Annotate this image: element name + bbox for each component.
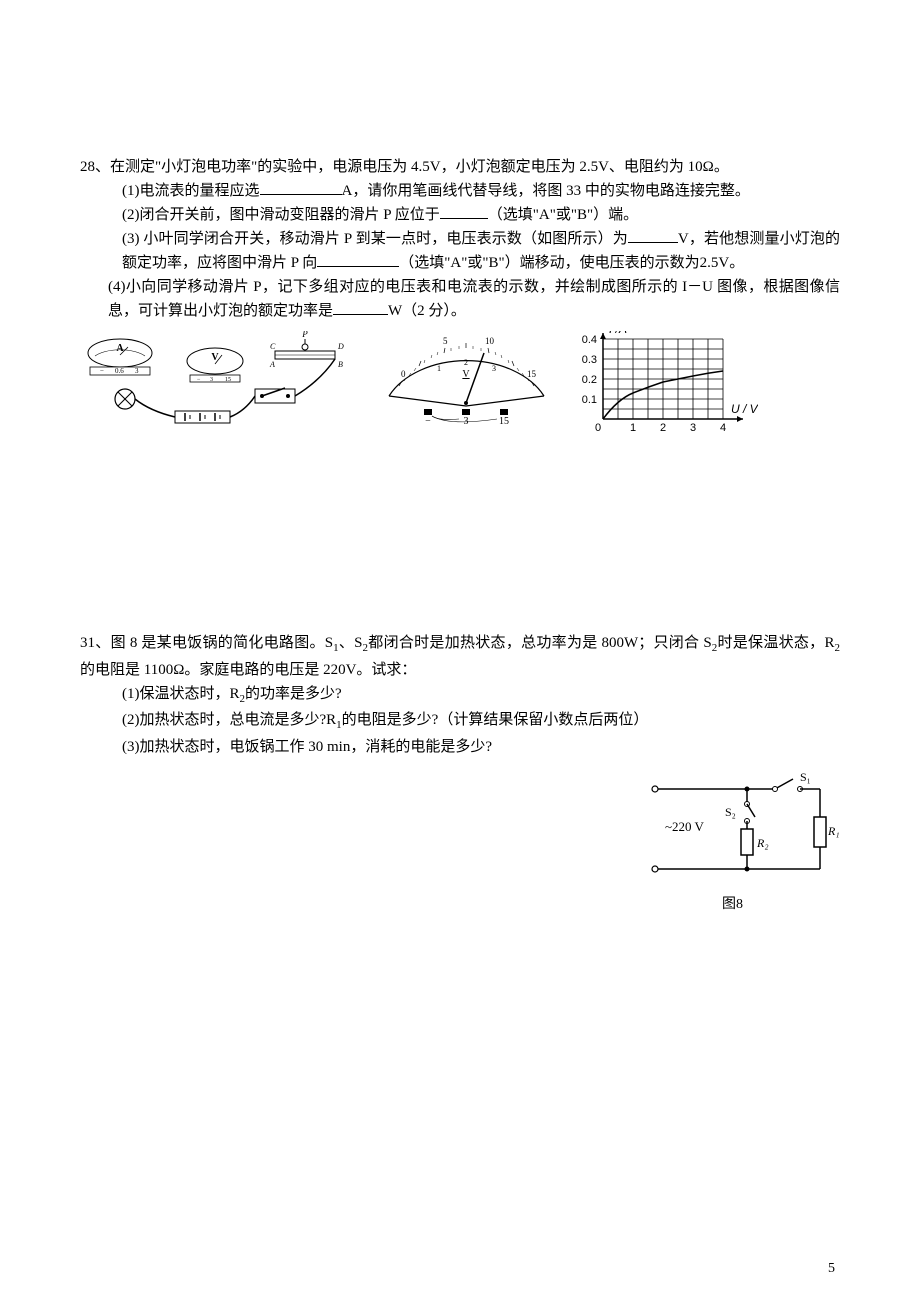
q28-part3: (3) 小叶同学闭合开关，移动滑片 P 到某一点时，电压表示数（如图所示）为V，…: [122, 227, 840, 275]
svg-text:S₂: S₂: [725, 805, 736, 819]
svg-text:S₁: S₁: [800, 770, 811, 784]
blank-ammeter-range[interactable]: [260, 180, 342, 195]
blank-voltage-reading[interactable]: [628, 228, 678, 243]
svg-text:4: 4: [720, 422, 726, 434]
svg-text:P: P: [301, 331, 308, 339]
q28-intro-text: 在测定"小灯泡电功率"的实验中，电源电压为 4.5V，小灯泡额定电压为 2.5V…: [110, 159, 729, 175]
q31-intro: 31、图 8 是某电饭锅的简化电路图。S1、S2都闭合时是加热状态，总功率为是 …: [80, 631, 840, 682]
svg-text:A: A: [269, 360, 275, 369]
blank-slider-end[interactable]: [440, 204, 488, 219]
svg-text:U / V: U / V: [731, 402, 758, 416]
svg-text:3: 3: [492, 364, 496, 373]
q28-part4: (4)小向同学移动滑片 P，记下多组对应的电压表和电流表的示数，并绘制成图所示的…: [108, 275, 840, 323]
svg-text:15: 15: [225, 377, 231, 383]
question-31: 31、图 8 是某电饭锅的简化电路图。S1、S2都闭合时是加热状态，总功率为是 …: [80, 631, 840, 913]
q28-part1: (1)电流表的量程应选 A，请你用笔画线代替导线，将图 33 中的实物电路连接完整…: [122, 179, 840, 203]
blank-rated-power[interactable]: [333, 300, 388, 315]
circuit-diagram: A − 0.6 3 V − 3 15 P C: [80, 331, 365, 426]
svg-text:1: 1: [630, 422, 636, 434]
svg-text:0: 0: [595, 422, 601, 434]
svg-text:C: C: [270, 342, 276, 351]
svg-text:15: 15: [527, 369, 537, 379]
svg-text:10: 10: [485, 336, 495, 346]
svg-text:V: V: [462, 369, 470, 380]
q28-part2: (2)闭合开关前，图中滑动变阻器的滑片 P 应位于 （选填"A"或"B"）端。: [122, 203, 840, 227]
q31-circuit-block: ~220 V S₁ S₂ R₁ R₂ 图8: [80, 769, 840, 913]
q28-p1-a: (1)电流表的量程应选: [122, 183, 260, 199]
svg-text:3: 3: [135, 367, 139, 375]
q28-p3-c: （选填"A"或"B"）端移动，使电压表的示数为2.5V。: [399, 255, 744, 271]
voltmeter-reading: 0 5 10 15 1 2 3 V − 3 15: [369, 331, 564, 426]
q28-intro: 28、在测定"小灯泡电功率"的实验中，电源电压为 4.5V，小灯泡额定电压为 2…: [80, 155, 840, 179]
svg-text:−: −: [425, 416, 431, 426]
svg-text:~220 V: ~220 V: [665, 819, 705, 834]
q28-p4-b: W（2 分）。: [388, 303, 466, 319]
svg-text:0.4: 0.4: [582, 334, 597, 346]
svg-text:R₂: R₂: [756, 836, 769, 850]
svg-text:R₁: R₁: [827, 824, 840, 838]
svg-text:2: 2: [464, 358, 468, 367]
svg-text:3: 3: [464, 416, 469, 426]
svg-text:0.3: 0.3: [582, 354, 597, 366]
q31-number: 31、: [80, 635, 111, 651]
svg-text:3: 3: [210, 377, 213, 383]
q28-number: 28、: [80, 159, 110, 175]
svg-text:0.2: 0.2: [582, 374, 597, 386]
svg-text:−: −: [100, 367, 104, 375]
svg-text:D: D: [337, 342, 344, 351]
svg-text:I /A: I /A: [609, 331, 627, 336]
svg-text:5: 5: [443, 336, 448, 346]
blank-slider-direction[interactable]: [317, 252, 399, 267]
q28-p3-a: (3) 小叶同学闭合开关，移动滑片 P 到某一点时，电压表示数（如图所示）为: [122, 231, 628, 247]
svg-text:0.6: 0.6: [115, 367, 124, 375]
q28-p2-a: (2)闭合开关前，图中滑动变阻器的滑片 P 应位于: [122, 207, 440, 223]
svg-text:B: B: [338, 360, 343, 369]
svg-text:1: 1: [437, 364, 441, 373]
q28-figures: A − 0.6 3 V − 3 15 P C: [80, 331, 840, 431]
q28-p4-a: (4)小向同学移动滑片 P，记下多组对应的电压表和电流表的示数，并绘制成图所示的…: [108, 279, 840, 319]
svg-text:2: 2: [660, 422, 666, 434]
svg-text:V: V: [211, 352, 219, 363]
q31-circuit-figure: ~220 V S₁ S₂ R₁ R₂ 图8: [625, 769, 840, 913]
svg-text:0.1: 0.1: [582, 394, 597, 406]
q28-p1-b: A，请你用笔画线代替导线，将图 33 中的实物电路连接完整。: [342, 183, 750, 199]
question-28: 28、在测定"小灯泡电功率"的实验中，电源电压为 4.5V，小灯泡额定电压为 2…: [80, 155, 840, 431]
fig8-caption: 图8: [625, 893, 840, 913]
q28-p2-b: （选填"A"或"B"）端。: [488, 207, 638, 223]
svg-text:0: 0: [401, 369, 406, 379]
q31-part2: (2)加热状态时，总电流是多少?R1的电阻是多少?（计算结果保留小数点后两位）: [122, 708, 840, 735]
iu-graph: 0.1 0.2 0.3 0.4 0 1 2 3 4 I /A U / V: [568, 331, 758, 431]
page-number: 5: [828, 1261, 835, 1277]
q31-part1: (1)保温状态时，R2的功率是多少?: [122, 682, 840, 709]
q31-part3: (3)加热状态时，电饭锅工作 30 min，消耗的电能是多少?: [122, 735, 840, 759]
svg-text:3: 3: [690, 422, 696, 434]
svg-text:15: 15: [499, 416, 509, 426]
